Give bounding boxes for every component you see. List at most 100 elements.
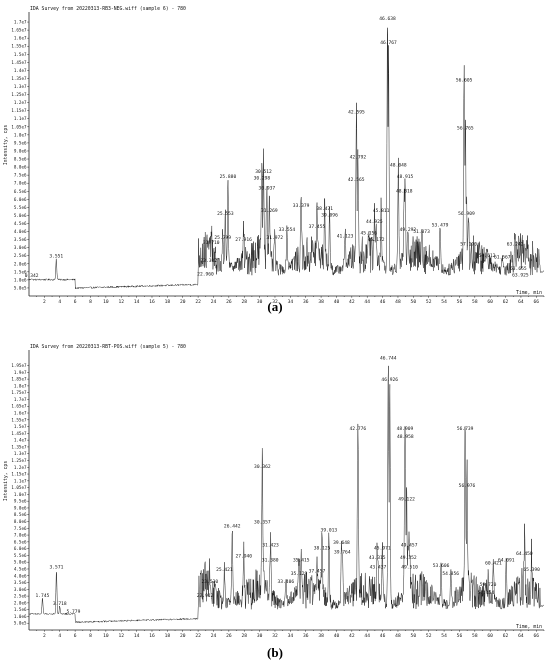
y-axis-label: Intensity, cps [3,461,9,502]
y-tick-label: 7.0e6 [14,533,27,538]
peak-label: 46.638 [379,16,396,22]
peak-label: 43.315 [369,555,386,561]
y-tick-label: 1.25e7 [11,92,27,97]
y-tick-label: 5.0e5 [14,621,27,626]
y-tick-label: 8.5e6 [14,157,27,162]
y-tick-label: 1.2e7 [14,100,27,105]
peak-label: 25.421 [216,567,233,573]
peak-label: 23.530 [202,579,219,585]
peak-label: 64.450 [516,551,533,557]
series-trace [28,27,545,290]
y-tick-label: 5.0e5 [14,285,27,290]
x-axis-unit: Time, min [516,290,542,296]
y-tick-label: 1.3e7 [14,84,27,89]
peak-label: 42.792 [350,155,367,161]
peak-label: 49.292 [400,227,417,233]
peak-label: 45.156 [360,230,377,236]
x-tick-label: 56 [457,633,463,639]
x-tick-label: 38 [318,299,324,305]
y-tick-label: 3.5e6 [14,237,27,242]
y-tick-label: 1.45e7 [11,431,27,436]
x-tick-label: 42 [349,633,355,639]
peak-label: 5.779 [67,609,81,615]
peak-label: 38.471 [316,206,333,212]
y-tick-label: 1.1e7 [14,116,27,121]
y-tick-label: 2.0e6 [14,261,27,266]
series-trace [28,365,545,624]
peak-label: 64.091 [498,558,515,564]
x-tick-label: 30 [257,633,263,639]
y-tick-label: 1.35e7 [11,76,27,81]
x-tick-label: 24 [211,633,217,639]
peak-label: 49.510 [401,564,418,570]
y-tick-label: 8.5e6 [14,512,27,517]
x-tick-label: 50 [411,299,417,305]
x-tick-label: 28 [241,633,247,639]
peak-label: 56.605 [456,77,473,83]
peak-label: 61.567 [494,255,511,261]
y-tick-label: 7.5e6 [14,173,27,178]
peak-label: 63.925 [512,272,529,278]
peak-label: 51.073 [413,229,430,235]
panel-label: (a) [267,299,282,314]
x-tick-label: 22 [195,633,201,639]
peak-label: 46.767 [380,40,397,46]
peak-label: 37.455 [309,224,326,230]
x-tick-label: 8 [89,299,92,305]
peak-label: 3.718 [53,601,67,607]
x-tick-label: 14 [134,633,140,639]
peak-label: 1.745 [36,593,50,599]
y-tick-label: 1.15e7 [11,472,27,477]
peak-label: 48.909 [397,426,414,432]
y-tick-label: 5.0e6 [14,213,27,218]
peak-label: 65.390 [523,567,540,573]
x-tick-label: 16 [149,633,155,639]
x-tick-label: 62 [503,299,509,305]
y-tick-label: 1.35e7 [11,444,27,449]
y-tick-label: 5.0e6 [14,560,27,565]
y-tick-label: 1.5e6 [14,269,27,274]
x-tick-label: 24 [211,299,217,305]
peak-label: 46.926 [381,377,398,383]
x-tick-label: 12 [118,299,124,305]
x-tick-label: 12 [118,633,124,639]
peak-label: 63.655 [510,266,527,272]
x-tick-label: 54 [441,633,447,639]
y-tick-label: 3.0e6 [14,245,27,250]
x-tick-label: 44 [364,633,370,639]
x-tick-label: 2 [43,299,46,305]
y-tick-label: 1.4e7 [14,438,27,443]
x-tick-label: 50 [411,633,417,639]
peak-label: 56.765 [457,126,474,132]
y-tick-label: 1.05e7 [11,124,27,129]
y-tick-label: 1.7e7 [14,20,27,25]
x-tick-label: 32 [272,299,278,305]
peak-label: 27.940 [235,553,252,559]
panel-b: IDA Survey from 20220313-RBT-POS.wiff (s… [3,344,545,660]
x-tick-label: 28 [241,299,247,305]
chart-title: IDA Survey from 20220313-RB3-NEG.wiff (s… [30,6,186,12]
y-tick-label: 1.6e7 [14,411,27,416]
y-axis-label: Intensity, cps [3,125,9,166]
peak-label: 33.406 [278,579,295,585]
y-tick-label: 6.0e6 [14,546,27,551]
x-tick-label: 22 [195,299,201,305]
peak-label: 45.172 [368,237,385,243]
y-tick-label: 4.5e6 [14,221,27,226]
peak-label: 43.437 [370,564,387,570]
peak-label: 30.362 [254,464,271,470]
peak-label: 33.554 [279,227,296,233]
y-tick-label: 9.5e6 [14,499,27,504]
y-tick-label: 1.2e7 [14,465,27,470]
x-axis-unit: Time, min [516,624,542,630]
y-tick-label: 1.4e7 [14,68,27,73]
peak-label: 49.457 [401,543,418,549]
peak-label: 30.298 [254,176,271,182]
x-tick-label: 56 [457,299,463,305]
y-tick-label: 3.5e6 [14,580,27,585]
chart-title: IDA Survey from 20220313-RBT-POS.wiff (s… [30,344,186,350]
x-tick-label: 16 [149,299,155,305]
y-tick-label: 5.5e6 [14,205,27,210]
peak-label: 48.048 [390,163,407,169]
